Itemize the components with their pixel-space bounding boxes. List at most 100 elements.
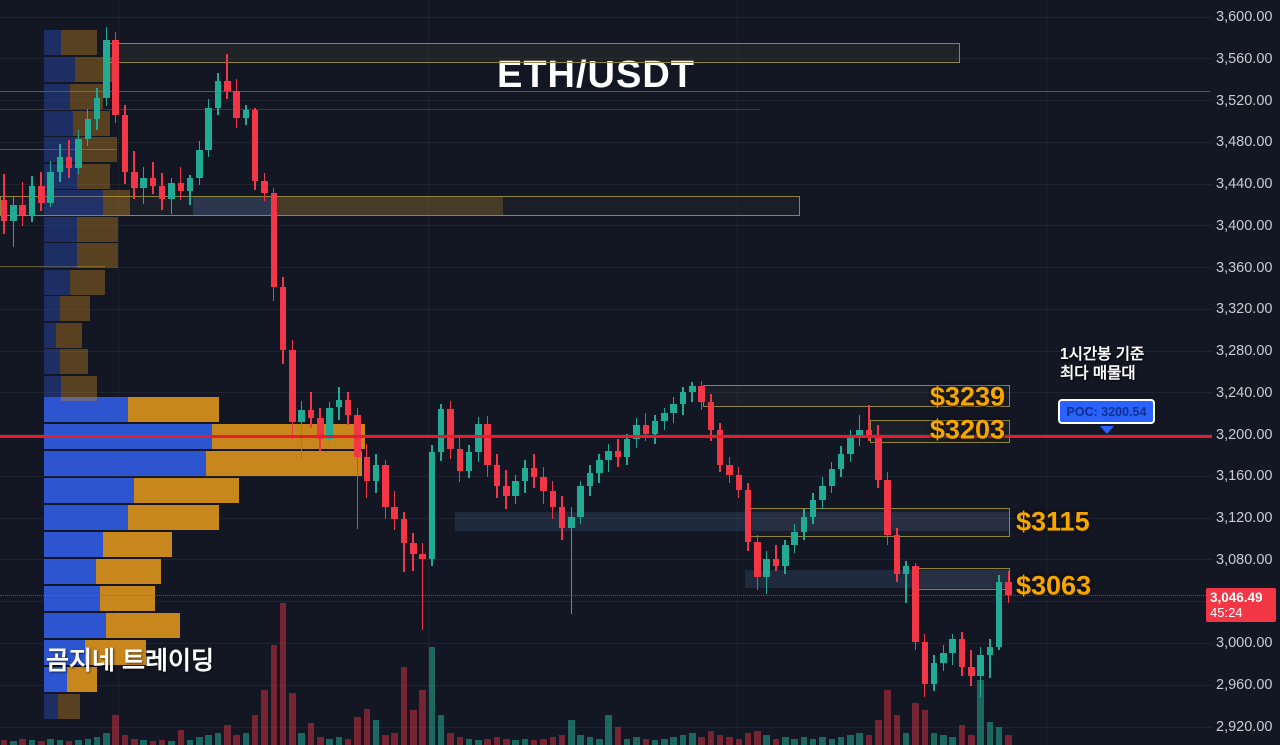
candle-body bbox=[103, 39, 110, 99]
candle-body bbox=[56, 156, 64, 172]
volume-bar bbox=[930, 733, 938, 745]
volume-profile-buy-bar bbox=[44, 269, 70, 295]
price-axis-tick: 2,960.00 bbox=[1216, 677, 1273, 694]
volume-profile-buy-bar bbox=[44, 477, 134, 503]
candle-body bbox=[856, 430, 863, 438]
volume-bar bbox=[456, 737, 463, 745]
candle-body bbox=[261, 180, 268, 194]
candle-body bbox=[596, 459, 603, 474]
volume-bar bbox=[586, 737, 594, 745]
supply-zone-box[interactable] bbox=[0, 196, 800, 216]
candle-body bbox=[940, 652, 947, 664]
volume-bar bbox=[549, 737, 556, 745]
price-axis-tick: 2,920.00 bbox=[1216, 719, 1273, 735]
volume-bar bbox=[679, 735, 687, 745]
grid-line-horizontal bbox=[0, 434, 1212, 436]
volume-bar bbox=[791, 739, 798, 745]
volume-bar bbox=[10, 741, 17, 745]
grid-line-horizontal bbox=[0, 16, 1212, 18]
volume-bar bbox=[335, 737, 343, 745]
candle-body bbox=[484, 424, 491, 465]
chart-canvas[interactable]: ETH/USDT 곰지네 트레이딩 1시간봉 기준 최다 매물대 POC: 32… bbox=[0, 0, 1212, 745]
volume-profile-sell-bar bbox=[60, 349, 88, 374]
volume-bar bbox=[475, 740, 482, 745]
candle-body bbox=[47, 171, 54, 203]
candle-wick bbox=[905, 560, 907, 603]
volume-bar bbox=[372, 720, 380, 745]
volume-bar bbox=[605, 715, 612, 745]
candle-body bbox=[530, 468, 538, 478]
volume-bar bbox=[614, 727, 622, 745]
price-level-label[interactable]: $3203 bbox=[929, 414, 1005, 445]
price-axis-tick: 3,400.00 bbox=[1216, 217, 1273, 234]
candle-body bbox=[968, 667, 975, 676]
grid-line-horizontal bbox=[0, 392, 1212, 394]
volume-bar bbox=[661, 739, 668, 745]
candle-body bbox=[410, 543, 417, 554]
volume-profile-buy-bar bbox=[44, 296, 60, 321]
candle-wick bbox=[775, 545, 777, 572]
volume-bar bbox=[689, 733, 696, 745]
candle-body bbox=[884, 479, 891, 535]
candle-body bbox=[791, 531, 798, 546]
grid-line-vertical bbox=[118, 0, 119, 745]
volume-bar bbox=[93, 737, 101, 745]
volume-profile-sell-bar bbox=[61, 30, 97, 55]
volume-profile-sell-bar bbox=[77, 243, 118, 268]
candle-wick bbox=[356, 407, 359, 529]
poc-pointer-icon bbox=[1100, 426, 1114, 434]
candle-body bbox=[168, 183, 175, 199]
volume-bar bbox=[530, 740, 538, 745]
candle-body bbox=[93, 98, 101, 120]
volume-profile-buy-bar bbox=[44, 190, 103, 215]
candle-body bbox=[912, 566, 919, 643]
candle-wick bbox=[570, 506, 573, 615]
volume-bar bbox=[921, 710, 928, 745]
volume-bar bbox=[149, 741, 157, 745]
candle-body bbox=[558, 506, 566, 528]
volume-bar bbox=[809, 739, 817, 745]
candle-body bbox=[298, 409, 305, 423]
highlight-band bbox=[745, 570, 1010, 588]
volume-bar bbox=[326, 739, 333, 745]
volume-bar bbox=[540, 739, 547, 745]
volume-bar bbox=[633, 737, 640, 745]
volume-profile-buy-bar bbox=[44, 322, 56, 348]
volume-profile-sell-bar bbox=[103, 531, 172, 557]
bar-countdown: 45:24 bbox=[1210, 605, 1243, 620]
price-level-label[interactable]: $3063 bbox=[1016, 570, 1092, 601]
candle-body bbox=[372, 464, 380, 481]
volume-bar bbox=[251, 715, 259, 745]
volume-bar bbox=[865, 735, 873, 745]
price-level-label[interactable]: $3115 bbox=[1016, 506, 1090, 537]
volume-bar bbox=[140, 740, 147, 745]
candle-body bbox=[475, 424, 482, 453]
volume-profile-buy-bar bbox=[44, 243, 77, 268]
candle-wick bbox=[858, 414, 861, 447]
candle-body bbox=[986, 646, 994, 655]
supply-zone-box[interactable] bbox=[745, 508, 1010, 537]
volume-bar bbox=[828, 739, 835, 745]
volume-bar bbox=[949, 737, 956, 745]
price-axis[interactable]: 3,046.49 45:24 3,600.00 3,560.00 3,520.00 3… bbox=[1206, 0, 1280, 745]
volume-profile-sell-bar bbox=[67, 666, 97, 692]
grid-line-vertical bbox=[736, 0, 738, 745]
volume-profile-buy-bar bbox=[44, 375, 61, 401]
volume-bar bbox=[400, 667, 408, 745]
volume-profile-buy-bar bbox=[44, 504, 128, 530]
candle-body bbox=[214, 80, 222, 108]
poc-price-label[interactable]: POC: 3200.54 bbox=[1058, 399, 1155, 424]
candle-wick bbox=[421, 543, 424, 630]
volume-bar bbox=[279, 603, 287, 745]
supply-zone-box[interactable] bbox=[105, 43, 960, 63]
candle-body bbox=[540, 477, 547, 492]
candle-body bbox=[28, 186, 36, 216]
price-level-label[interactable]: $3239 bbox=[929, 381, 1005, 412]
volume-bar bbox=[995, 727, 1003, 745]
support-line bbox=[0, 266, 105, 267]
candle-body bbox=[307, 409, 315, 418]
candle-body bbox=[233, 91, 240, 119]
volume-profile-sell-bar bbox=[77, 216, 118, 242]
grid-line-horizontal bbox=[0, 642, 1212, 644]
candle-body bbox=[726, 464, 733, 476]
